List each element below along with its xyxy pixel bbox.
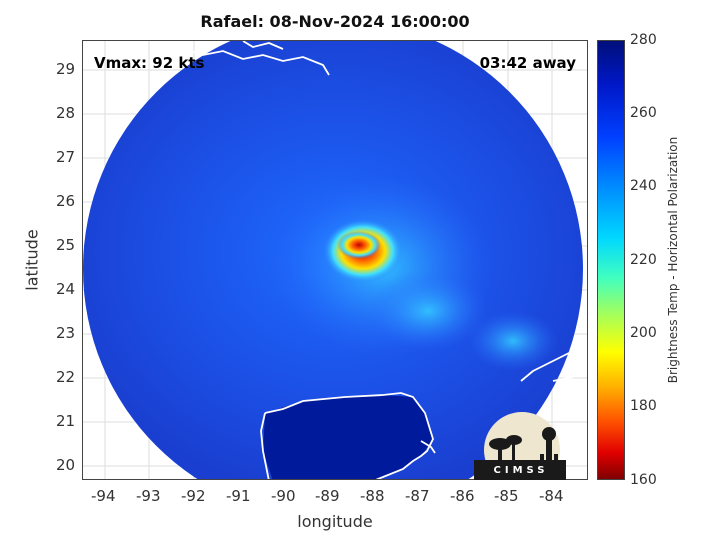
x-tick: -84	[539, 487, 564, 505]
colorbar-tick: 220	[630, 252, 657, 268]
x-tick: -90	[271, 487, 296, 505]
colorbar-tick: 180	[630, 398, 657, 414]
map-title: Rafael: 08-Nov-2024 16:00:00	[200, 12, 470, 31]
colorbar-tick: 200	[630, 325, 657, 341]
colorbar-tick: 280	[630, 32, 657, 48]
colorbar-tick: 160	[630, 472, 657, 488]
x-tick: -94	[91, 487, 116, 505]
x-tick: -86	[450, 487, 475, 505]
y-tick: 26	[56, 192, 76, 210]
x-tick: -85	[494, 487, 519, 505]
cimss-logo-icon	[474, 412, 566, 480]
x-tick: -91	[226, 487, 251, 505]
x-axis-title: longitude	[297, 512, 373, 531]
x-tick: -88	[360, 487, 385, 505]
y-tick: 24	[56, 280, 76, 298]
coastlines	[182, 41, 587, 479]
y-axis-title: latitude	[22, 229, 42, 291]
y-tick: 20	[56, 456, 76, 474]
y-tick: 27	[56, 148, 76, 166]
y-tick: 29	[56, 60, 76, 78]
swath-image	[83, 41, 587, 479]
x-tick: -89	[315, 487, 340, 505]
colorbar	[597, 40, 625, 480]
y-tick: 21	[56, 412, 76, 430]
colorbar-tick: 260	[630, 105, 657, 121]
map-panel	[82, 40, 588, 480]
x-tick: -87	[405, 487, 430, 505]
y-tick: 28	[56, 104, 76, 122]
logo-text: CIMSS	[493, 465, 549, 476]
x-tick: -92	[181, 487, 206, 505]
x-tick: -93	[136, 487, 161, 505]
y-tick: 25	[56, 236, 76, 254]
vmax-label: Vmax: 92 kts	[94, 54, 205, 72]
colorbar-title: Brightness Temp - Horizontal Polarizatio…	[666, 136, 680, 384]
y-tick: 22	[56, 368, 76, 386]
y-tick: 23	[56, 324, 76, 342]
colorbar-tick: 240	[630, 178, 657, 194]
time-away-label: 03:42 away	[479, 54, 576, 72]
yucatan-landmass	[263, 395, 433, 479]
